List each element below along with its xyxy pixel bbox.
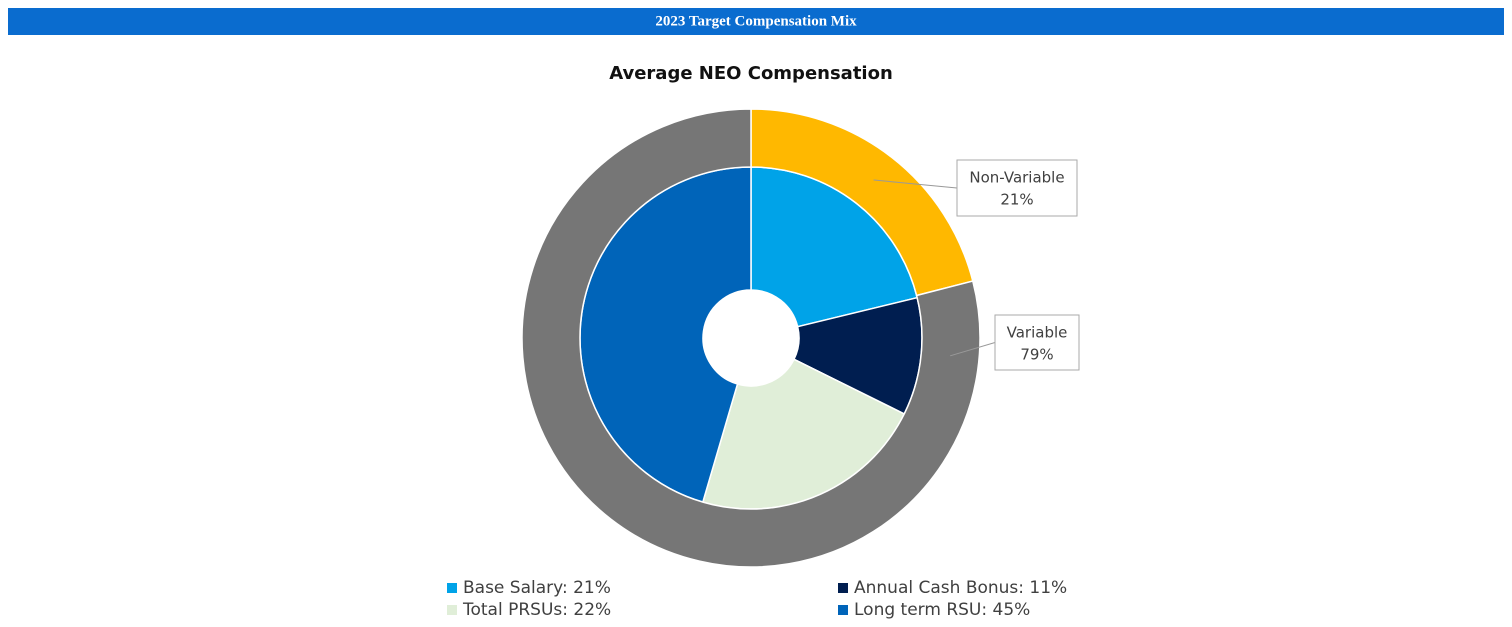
- legend-marker: [447, 605, 457, 615]
- legend-label: Base Salary: 21%: [463, 578, 611, 598]
- outer-slice: [521, 108, 981, 568]
- header-bar: [8, 8, 1504, 35]
- data-label-name: Variable: [1007, 324, 1068, 342]
- leader-line: [950, 342, 996, 357]
- data-label-value: 21%: [1000, 191, 1033, 209]
- legend-marker: [838, 583, 848, 593]
- label-box: [994, 314, 1080, 371]
- legend-marker: [447, 583, 457, 593]
- chart-title: Average NEO Compensation: [609, 63, 893, 84]
- header-title: 2023 Target Compensation Mix: [655, 13, 857, 29]
- leader-line: [873, 179, 958, 189]
- label-box: [956, 159, 1078, 217]
- data-label-name: Non-Variable: [969, 169, 1064, 187]
- data-label-value: 79%: [1020, 346, 1053, 364]
- legend-marker: [838, 605, 848, 615]
- legend-label: Annual Cash Bonus: 11%: [854, 578, 1067, 598]
- legend-label: Long term RSU: 45%: [854, 600, 1030, 620]
- legend-label: Total PRSUs: 22%: [462, 600, 611, 620]
